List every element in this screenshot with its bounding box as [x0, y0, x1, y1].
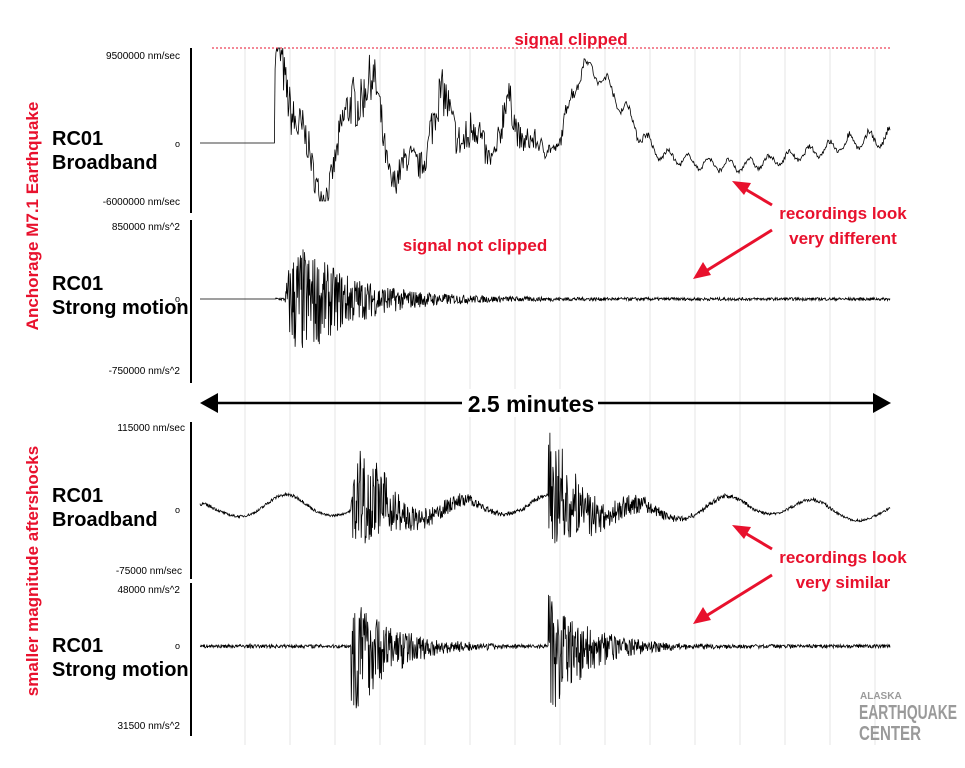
- waveform-trace: [200, 47, 891, 202]
- annotation-different-line2: very different: [789, 229, 897, 248]
- annotation-different-line1: recordings look: [779, 204, 907, 223]
- panel-sensor-label: Broadband: [52, 509, 158, 531]
- panel-aftershock-broadband: RC01 Broadband 115000 nm/sec o -75000 nm…: [52, 422, 891, 579]
- waveform-trace: [199, 432, 891, 544]
- axis-bottom-label: 31500 nm/s^2: [117, 721, 180, 732]
- axis-top-label: 48000 nm/s^2: [117, 585, 180, 596]
- panel-sensor-label: Broadband: [52, 152, 158, 174]
- panel-mainshock-strong-motion: RC01 Strong motion 850000 nm/s^2 o -7500…: [52, 220, 891, 383]
- axis-zero-label: o: [175, 139, 180, 149]
- logo-line2: EARTHQUAKE: [859, 702, 957, 724]
- axis-top-label: 115000 nm/sec: [117, 423, 185, 434]
- annotation-similar-line1: recordings look: [779, 548, 907, 567]
- logo-line1: ALASKA: [860, 691, 902, 702]
- annotation-signal-clipped: signal clipped: [514, 30, 627, 49]
- annotation-similar-line2: very similar: [796, 573, 891, 592]
- duration-arrow: [200, 389, 891, 417]
- alaska-earthquake-center-logo: ALASKA EARTHQUAKE CENTER: [859, 691, 957, 745]
- axis-top-label: 850000 nm/s^2: [112, 222, 181, 233]
- axis-zero-label: o: [175, 505, 180, 515]
- panel-sensor-label: Strong motion: [52, 297, 189, 319]
- side-label-mainshock: Anchorage M7.1 Earthquake: [23, 102, 42, 331]
- axis-top-label: 9500000 nm/sec: [106, 51, 180, 62]
- side-label-aftershocks: smaller magnitude aftershocks: [23, 446, 42, 696]
- panel-station-label: RC01: [52, 485, 103, 507]
- waveform-trace: [199, 594, 891, 709]
- annotation-signal-not-clipped: signal not clipped: [403, 236, 548, 255]
- panel-station-label: RC01: [52, 128, 103, 150]
- duration-label: 2.5 minutes: [468, 391, 595, 417]
- logo-line3: CENTER: [859, 723, 921, 745]
- axis-bottom-label: -750000 nm/s^2: [109, 366, 181, 377]
- panel-station-label: RC01: [52, 273, 103, 295]
- axis-zero-label: o: [175, 294, 180, 304]
- axis-zero-label: o: [175, 641, 180, 651]
- axis-bottom-label: -75000 nm/sec: [116, 566, 182, 577]
- red-arrow-icon: [732, 181, 773, 207]
- red-arrow-icon: [693, 228, 773, 279]
- red-arrow-icon: [732, 525, 773, 551]
- waveform-trace: [200, 249, 891, 348]
- red-arrow-icon: [693, 573, 773, 624]
- panel-aftershock-strong-motion: RC01 Strong motion 48000 nm/s^2 o 31500 …: [52, 583, 891, 736]
- panel-station-label: RC01: [52, 635, 103, 657]
- axis-bottom-label: -6000000 nm/sec: [103, 197, 180, 208]
- panel-sensor-label: Strong motion: [52, 659, 189, 681]
- panel-mainshock-broadband: RC01 Broadband 9500000 nm/sec o -6000000…: [52, 47, 891, 213]
